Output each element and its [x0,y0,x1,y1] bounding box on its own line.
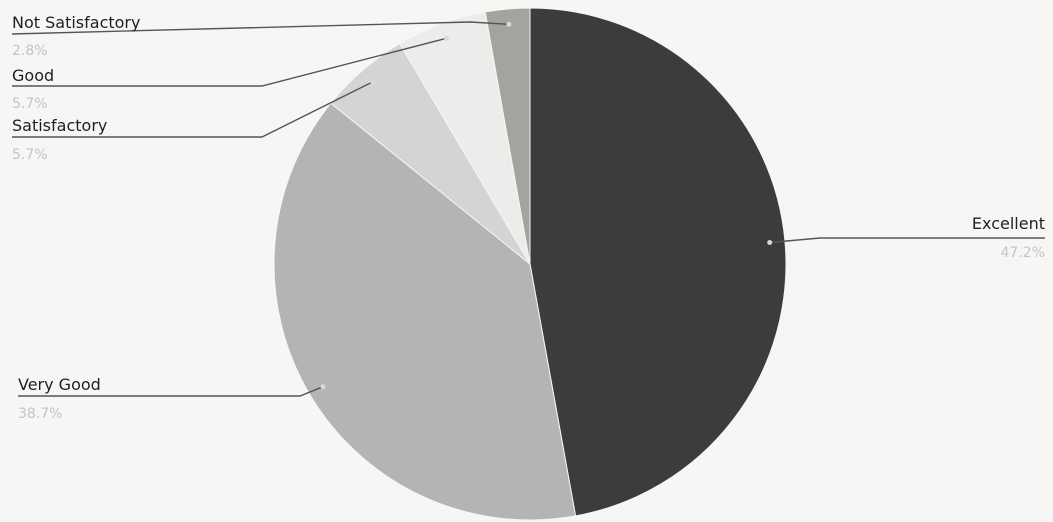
pie-slice-very-good [273,102,577,521]
label-not-satisfactory-name: Not Satisfactory [12,13,140,32]
label-satisfactory: Satisfactory 5.7% [12,116,107,163]
label-excellent-name: Excellent [972,214,1045,233]
leader-line-not-satisfactory [11,21,509,35]
label-very-good-percent: 38.7% [18,406,62,422]
pie-slice-not-satisfactory [484,7,531,265]
label-good-percent: 5.7% [12,96,48,112]
leader-dot-not-satisfactory [506,21,512,27]
label-excellent-percent: 47.2% [1001,245,1045,261]
label-excellent: Excellent 47.2% [972,214,1045,261]
leader-line-very-good [18,386,324,397]
leader-line-satisfactory [12,81,374,138]
label-not-satisfactory-percent: 2.8% [12,43,48,59]
leader-dot-excellent [767,240,773,245]
leader-line-excellent [769,237,1045,244]
label-good-name: Good [12,66,54,85]
label-very-good-name: Very Good [18,375,101,394]
leader-dot-good [443,35,449,41]
label-satisfactory-name: Satisfactory [12,116,107,135]
leader-dot-very-good [320,384,326,390]
leader-lines [11,21,1045,397]
leader-dot-satisfactory [370,79,376,85]
pie-slice-excellent [529,7,787,517]
label-not-satisfactory: Not Satisfactory 2.8% [12,13,140,59]
label-good: Good 5.7% [12,66,54,112]
leader-line-good [12,37,447,87]
pie-slices [273,7,787,521]
label-very-good: Very Good 38.7% [18,375,101,422]
label-satisfactory-percent: 5.7% [12,147,48,163]
